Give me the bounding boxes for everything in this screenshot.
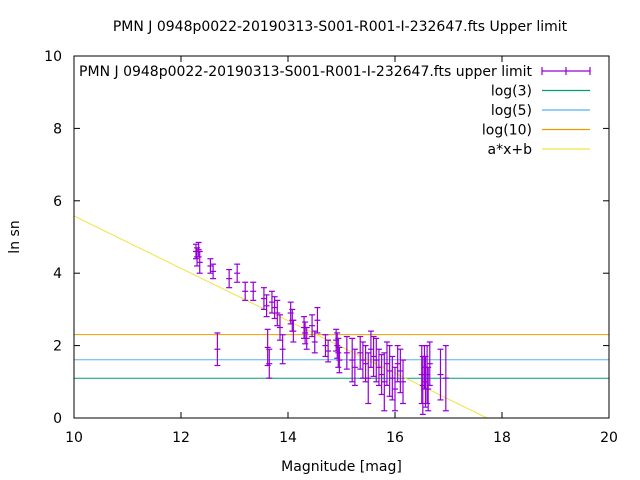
data-point bbox=[418, 345, 425, 405]
data-point bbox=[373, 337, 380, 383]
data-point bbox=[422, 355, 429, 408]
data-point bbox=[266, 348, 273, 379]
data-point bbox=[349, 337, 356, 383]
data-point bbox=[234, 263, 241, 283]
y-tick-label: 4 bbox=[53, 266, 62, 282]
data-point bbox=[279, 334, 286, 365]
data-point bbox=[264, 328, 271, 367]
data-point bbox=[424, 345, 431, 405]
y-tick-label: 10 bbox=[44, 49, 62, 65]
data-point bbox=[290, 319, 297, 343]
data-point bbox=[381, 352, 388, 412]
y-tick-label: 8 bbox=[53, 121, 62, 137]
data-point bbox=[303, 326, 310, 350]
data-point bbox=[375, 348, 382, 387]
data-point bbox=[276, 314, 283, 341]
data-point bbox=[242, 281, 249, 301]
x-tick-label: 18 bbox=[493, 430, 511, 446]
x-tick-label: 12 bbox=[172, 430, 190, 446]
data-point bbox=[437, 348, 444, 401]
data-point bbox=[442, 345, 449, 412]
data-point bbox=[365, 352, 372, 405]
data-point bbox=[325, 339, 332, 363]
y-tick-label: 0 bbox=[53, 411, 62, 427]
data-point bbox=[359, 341, 366, 379]
data-point bbox=[378, 354, 385, 396]
data-point bbox=[389, 355, 396, 401]
y-tick-label: 2 bbox=[53, 339, 62, 355]
legend-label: log(3) bbox=[491, 84, 532, 100]
chart-title: PMN J 0948p0022-20190313-S001-R001-I-232… bbox=[113, 19, 568, 35]
data-point bbox=[309, 314, 316, 338]
data-point bbox=[196, 250, 203, 274]
data-point bbox=[214, 332, 221, 367]
legend: PMN J 0948p0022-20190313-S001-R001-I-232… bbox=[79, 64, 591, 158]
data-point bbox=[362, 345, 369, 383]
plot-frame bbox=[73, 55, 610, 419]
data-point bbox=[314, 306, 321, 334]
y-tick-label: 6 bbox=[53, 194, 62, 210]
x-axis-label: Magnitude [mag] bbox=[281, 459, 402, 475]
data-point bbox=[383, 341, 390, 387]
data-point bbox=[207, 258, 214, 274]
data-point bbox=[311, 330, 318, 354]
data-point bbox=[322, 334, 329, 358]
data-point bbox=[392, 366, 398, 412]
data-point bbox=[400, 359, 407, 405]
data-point bbox=[343, 335, 350, 370]
data-point bbox=[335, 337, 342, 368]
plot-area bbox=[74, 215, 609, 418]
x-tick-label: 14 bbox=[279, 430, 297, 446]
data-point bbox=[250, 281, 257, 301]
data-point bbox=[263, 294, 270, 318]
data-point bbox=[370, 335, 377, 377]
data-point bbox=[336, 346, 343, 374]
data-point bbox=[195, 241, 202, 258]
data-point bbox=[394, 345, 401, 383]
data-point bbox=[397, 348, 404, 394]
x-tick-label: 20 bbox=[600, 430, 618, 446]
data-point bbox=[302, 321, 309, 345]
data-point bbox=[386, 345, 393, 397]
x-tick-label: 10 bbox=[65, 430, 83, 446]
data-point bbox=[268, 290, 275, 314]
data-point bbox=[351, 348, 358, 387]
legend-label: log(5) bbox=[491, 103, 532, 119]
data-point bbox=[367, 330, 374, 368]
data-point bbox=[426, 341, 433, 387]
data-point bbox=[274, 299, 281, 327]
y-axis-label: ln sn bbox=[7, 220, 23, 253]
legend-label: a*x+b bbox=[488, 142, 533, 158]
data-point bbox=[226, 268, 233, 289]
data-point bbox=[210, 263, 217, 280]
x-tick-label: 16 bbox=[386, 430, 404, 446]
legend-label: log(10) bbox=[482, 123, 532, 139]
legend-label: PMN J 0948p0022-20190313-S001-R001-I-232… bbox=[79, 64, 532, 80]
